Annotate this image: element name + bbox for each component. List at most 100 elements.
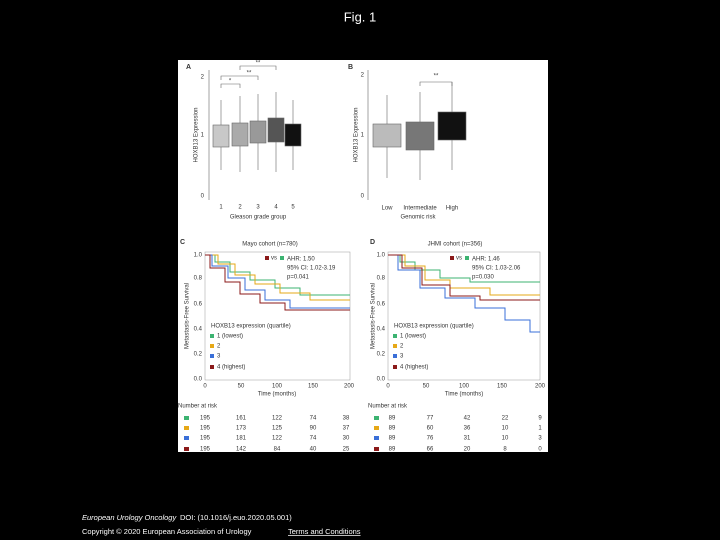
risk-title: Number at risk xyxy=(368,404,408,410)
legend-swatch xyxy=(210,365,214,369)
x-tick-label: 50 xyxy=(423,384,430,390)
risk-count: 42 xyxy=(464,416,471,422)
risk-count: 10 xyxy=(502,436,509,442)
y-tick-label: 0.6 xyxy=(194,302,203,308)
y-axis-label: HOXB13 Expression xyxy=(354,107,360,162)
legend-label: 3 xyxy=(400,354,404,360)
risk-swatch xyxy=(374,426,379,430)
legend-title: HOXB13 expression (quartile) xyxy=(211,324,291,330)
doi: DOI: (10.1016/j.euo.2020.05.001) xyxy=(180,513,292,522)
risk-count: 25 xyxy=(343,447,350,453)
y-tick-label: 2 xyxy=(361,73,365,79)
y-tick-label: 0.8 xyxy=(194,276,203,282)
y-tick-label: 0.2 xyxy=(194,352,203,358)
boxplots-a xyxy=(208,65,302,200)
x-tick-label: 200 xyxy=(344,384,355,390)
stat-text: p=0.030 xyxy=(472,275,495,281)
y-tick-label: 0 xyxy=(201,194,205,200)
y-tick-label: 0.4 xyxy=(377,327,386,333)
copyright: Copyright © 2020 European Association of… xyxy=(82,527,252,536)
legend-swatch xyxy=(265,256,269,260)
risk-swatch xyxy=(374,416,379,420)
slide-title: Fig. 1 xyxy=(344,9,377,24)
risk-count: 0 xyxy=(538,447,542,453)
risk-count: 60 xyxy=(427,426,434,432)
stat-text: AHR: 1.50 xyxy=(287,257,315,263)
risk-count: 8 xyxy=(503,447,507,453)
y-tick-label: 1 xyxy=(201,133,205,139)
risk-swatch xyxy=(374,447,379,451)
risk-count: 84 xyxy=(274,447,281,453)
risk-count: 90 xyxy=(310,426,317,432)
legend-swatch xyxy=(465,256,469,260)
y-axis-label: HOXB13 Expression xyxy=(194,107,200,162)
x-tick-label: 50 xyxy=(238,384,245,390)
y-tick-label: 1.0 xyxy=(377,253,386,259)
y-tick-label: 0.8 xyxy=(377,276,386,282)
y-tick-label: 0.6 xyxy=(377,302,386,308)
y-tick-label: 0 xyxy=(361,194,365,200)
x-tick-label: 150 xyxy=(308,384,319,390)
risk-count: 195 xyxy=(200,447,211,453)
risk-title: Number at risk xyxy=(178,404,218,410)
risk-swatch xyxy=(184,447,189,451)
x-axis-label: Time (months) xyxy=(445,392,483,398)
x-axis-label: Genomic risk xyxy=(400,215,436,221)
risk-count: 37 xyxy=(343,426,350,432)
x-tick-label: 1 xyxy=(219,205,223,211)
panel-title: Mayo cohort (n=780) xyxy=(242,242,298,248)
risk-swatch xyxy=(184,436,189,440)
risk-count: 31 xyxy=(464,436,471,442)
journal: European Urology Oncology xyxy=(82,513,177,522)
terms-link[interactable]: Terms and Conditions xyxy=(288,527,361,536)
legend-label: 4 (highest) xyxy=(400,365,428,371)
x-tick-label: 0 xyxy=(386,384,390,390)
risk-count: 40 xyxy=(310,447,317,453)
significance: ** xyxy=(247,71,252,77)
legend-label: 3 xyxy=(217,354,221,360)
x-tick-label: 4 xyxy=(274,205,278,211)
legend-label: 1 (lowest) xyxy=(400,334,426,340)
risk-count: 89 xyxy=(389,416,396,422)
x-tick-label: 3 xyxy=(256,205,260,211)
y-axis-label: Metastasis-Free Survival xyxy=(185,283,191,349)
x-tick-label: 100 xyxy=(272,384,283,390)
legend-vs: vs xyxy=(456,256,462,262)
x-tick-label: Intermediate xyxy=(403,206,437,212)
legend-label: 2 xyxy=(400,344,404,350)
x-tick-label: 2 xyxy=(238,205,242,211)
risk-count: 66 xyxy=(427,447,434,453)
y-tick-label: 0.0 xyxy=(377,377,386,383)
boxplots-b xyxy=(367,70,467,200)
risk-count: 10 xyxy=(502,426,509,432)
legend-swatch xyxy=(393,365,397,369)
y-tick-label: 0.0 xyxy=(194,377,203,383)
y-tick-label: 1.0 xyxy=(194,253,203,259)
legend-swatch xyxy=(393,354,397,358)
legend-swatch xyxy=(210,334,214,338)
risk-count: 122 xyxy=(272,436,283,442)
y-tick-label: 0.4 xyxy=(194,327,203,333)
risk-count: 161 xyxy=(236,416,247,422)
x-tick-label: High xyxy=(446,206,458,212)
km-curves-c xyxy=(204,251,351,381)
x-tick-label: 0 xyxy=(203,384,207,390)
y-tick-label: 2 xyxy=(201,75,205,81)
stat-text: p=0.041 xyxy=(287,275,310,281)
risk-count: 142 xyxy=(236,447,247,453)
significance: * xyxy=(229,79,232,85)
legend-swatch xyxy=(393,344,397,348)
risk-count: 195 xyxy=(200,426,211,432)
legend-swatch xyxy=(393,334,397,338)
x-tick-label: 5 xyxy=(291,205,295,211)
y-tick-label: 1 xyxy=(361,133,365,139)
risk-count: 195 xyxy=(200,436,211,442)
risk-swatch xyxy=(374,436,379,440)
x-tick-label: Low xyxy=(381,206,393,212)
km-curves-d xyxy=(387,251,541,381)
x-axis-label: Time (months) xyxy=(258,392,296,398)
legend-label: 2 xyxy=(217,344,221,350)
risk-count: 181 xyxy=(236,436,247,442)
y-tick-label: 0.2 xyxy=(377,352,386,358)
legend-swatch xyxy=(280,256,284,260)
